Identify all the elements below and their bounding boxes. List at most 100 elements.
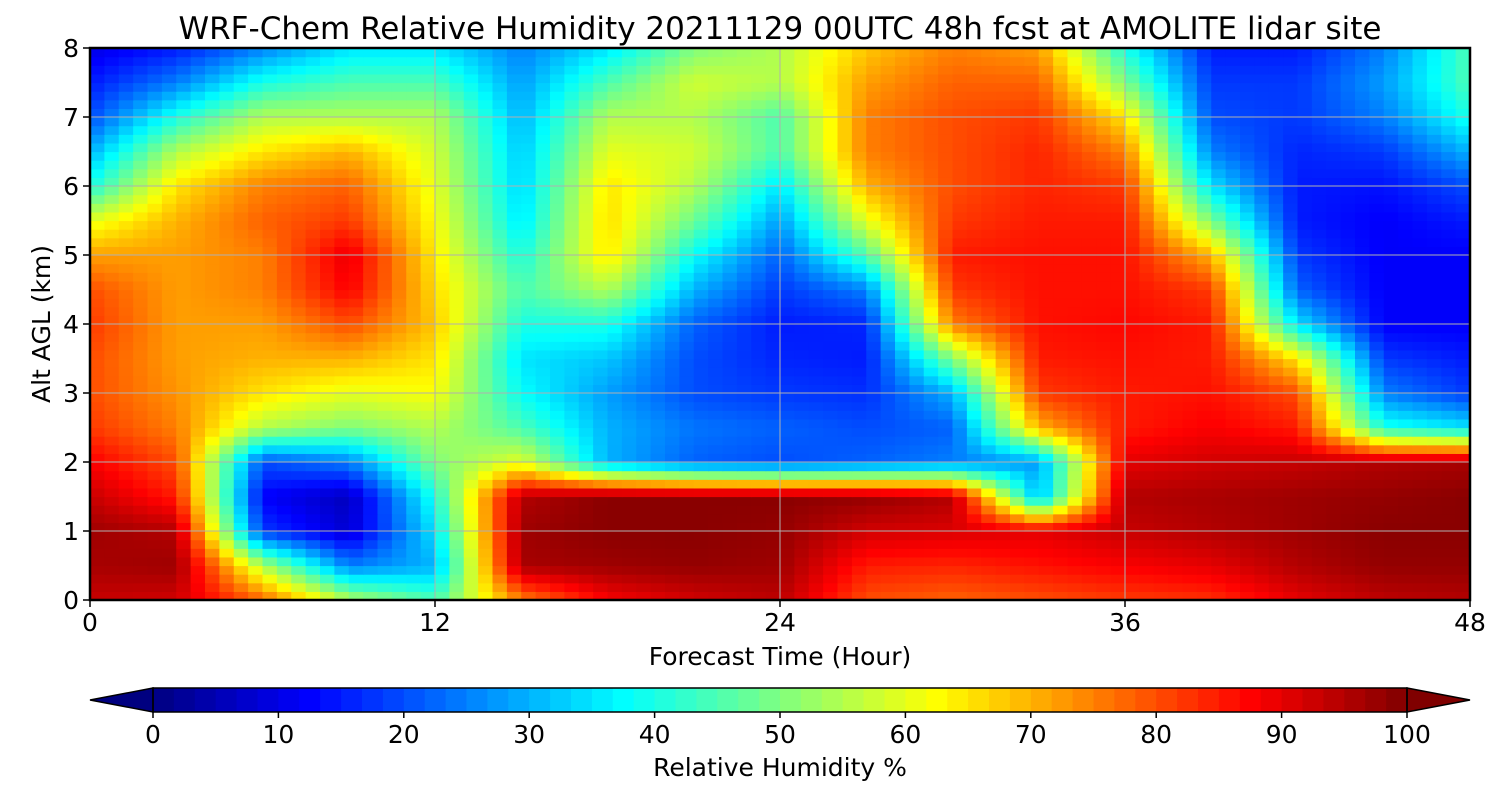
heatmap-cell (161, 582, 177, 592)
heatmap-cell (1268, 332, 1284, 342)
heatmap-cell (521, 393, 537, 403)
heatmap-cell (1153, 349, 1169, 360)
heatmap-cell (578, 237, 594, 247)
heatmap-cell (449, 591, 465, 600)
heatmap-cell (305, 315, 321, 325)
heatmap-cell (1240, 384, 1255, 394)
heatmap-cell (1254, 298, 1270, 308)
heatmap-cell (1355, 393, 1370, 403)
heatmap-cell (837, 487, 853, 498)
heatmap-cell (679, 487, 695, 498)
heatmap-cell (205, 574, 220, 584)
heatmap-cell (1196, 194, 1212, 204)
heatmap-cell (751, 298, 767, 308)
heatmap-cell (851, 186, 867, 196)
heatmap-cell (521, 324, 537, 334)
heatmap-cell (161, 539, 177, 549)
heatmap-cell (665, 332, 680, 342)
heatmap-cell (578, 289, 594, 299)
heatmap-cell (1168, 427, 1184, 437)
heatmap-cell (1067, 220, 1083, 230)
heatmap-cell (1139, 487, 1155, 498)
heatmap-cell (348, 263, 364, 273)
heatmap-cell (320, 479, 335, 489)
heatmap-cell (219, 367, 235, 377)
heatmap-cell (981, 289, 997, 299)
heatmap-cell (521, 548, 537, 558)
heatmap-cell (593, 427, 609, 437)
heatmap-cell (506, 151, 522, 161)
heatmap-cell (794, 393, 810, 403)
heatmap-cell (320, 272, 335, 282)
heatmap-cell (665, 211, 680, 222)
heatmap-cell (1125, 237, 1140, 247)
heatmap-cell (880, 151, 896, 161)
heatmap-cell (736, 237, 752, 247)
heatmap-cell (708, 418, 724, 429)
heatmap-cell (104, 324, 120, 334)
heatmap-cell (133, 341, 149, 351)
heatmap-cell (1024, 548, 1040, 558)
heatmap-cell (751, 539, 767, 549)
heatmap-cell (478, 496, 494, 506)
heatmap-cell (521, 358, 537, 368)
heatmap-cell (1125, 246, 1140, 256)
heatmap-cell (90, 246, 105, 256)
heatmap-cell (1355, 341, 1370, 351)
heatmap-cell (1355, 548, 1370, 558)
heatmap-cell (1053, 280, 1069, 291)
heatmap-cell (1096, 246, 1112, 256)
heatmap-cell (276, 522, 292, 532)
heatmap-cell (521, 341, 537, 351)
heatmap-cell (1355, 332, 1370, 342)
heatmap-cell (1355, 246, 1370, 256)
heatmap-cell (952, 341, 968, 351)
heatmap-cell (1168, 410, 1184, 420)
heatmap-cell (1283, 574, 1299, 584)
heatmap-cell (708, 591, 724, 600)
heatmap-cell (233, 591, 249, 600)
heatmap-cell (1010, 582, 1025, 592)
heatmap-cell (679, 341, 695, 351)
heatmap-cell (420, 436, 436, 446)
heatmap-cell (751, 496, 767, 506)
heatmap-cell (1240, 582, 1255, 592)
heatmap-cell (1311, 470, 1327, 480)
heatmap-cell (693, 418, 709, 429)
heatmap-cell (1081, 444, 1097, 454)
heatmap-cell (1024, 324, 1040, 334)
heatmap-cell (1081, 574, 1097, 584)
heatmap-cell (1110, 306, 1126, 316)
heatmap-cell (1168, 582, 1184, 592)
heatmap-cell (1340, 306, 1356, 316)
heatmap-cell (1398, 591, 1414, 600)
heatmap-cell (1168, 246, 1184, 256)
heatmap-cell (1182, 151, 1198, 161)
heatmap-cell (995, 306, 1011, 316)
heatmap-cell (564, 513, 580, 523)
heatmap-cell (363, 582, 379, 592)
heatmap-cell (1441, 367, 1457, 377)
heatmap-cell (1067, 349, 1083, 360)
heatmap-cell (593, 470, 609, 480)
heatmap-cell (1211, 556, 1227, 567)
heatmap-cell (564, 280, 580, 291)
heatmap-cell (161, 186, 177, 196)
heatmap-cell (837, 220, 853, 230)
heatmap-cell (665, 401, 680, 411)
heatmap-cell (478, 591, 494, 600)
heatmap-cell (1455, 556, 1470, 567)
heatmap-cell (535, 591, 551, 600)
heatmap-cell (449, 177, 465, 187)
heatmap-cell (1268, 505, 1284, 515)
heatmap-cell (320, 453, 335, 463)
heatmap-cell (1297, 203, 1313, 213)
heatmap-cell (262, 315, 278, 325)
heatmap-cell (607, 194, 623, 204)
heatmap-cell (1168, 591, 1184, 600)
heatmap-cell (363, 410, 379, 420)
heatmap-cell (291, 505, 307, 515)
heatmap-cell (866, 418, 882, 429)
heatmap-cell (1383, 418, 1399, 429)
heatmap-cell (506, 393, 522, 403)
